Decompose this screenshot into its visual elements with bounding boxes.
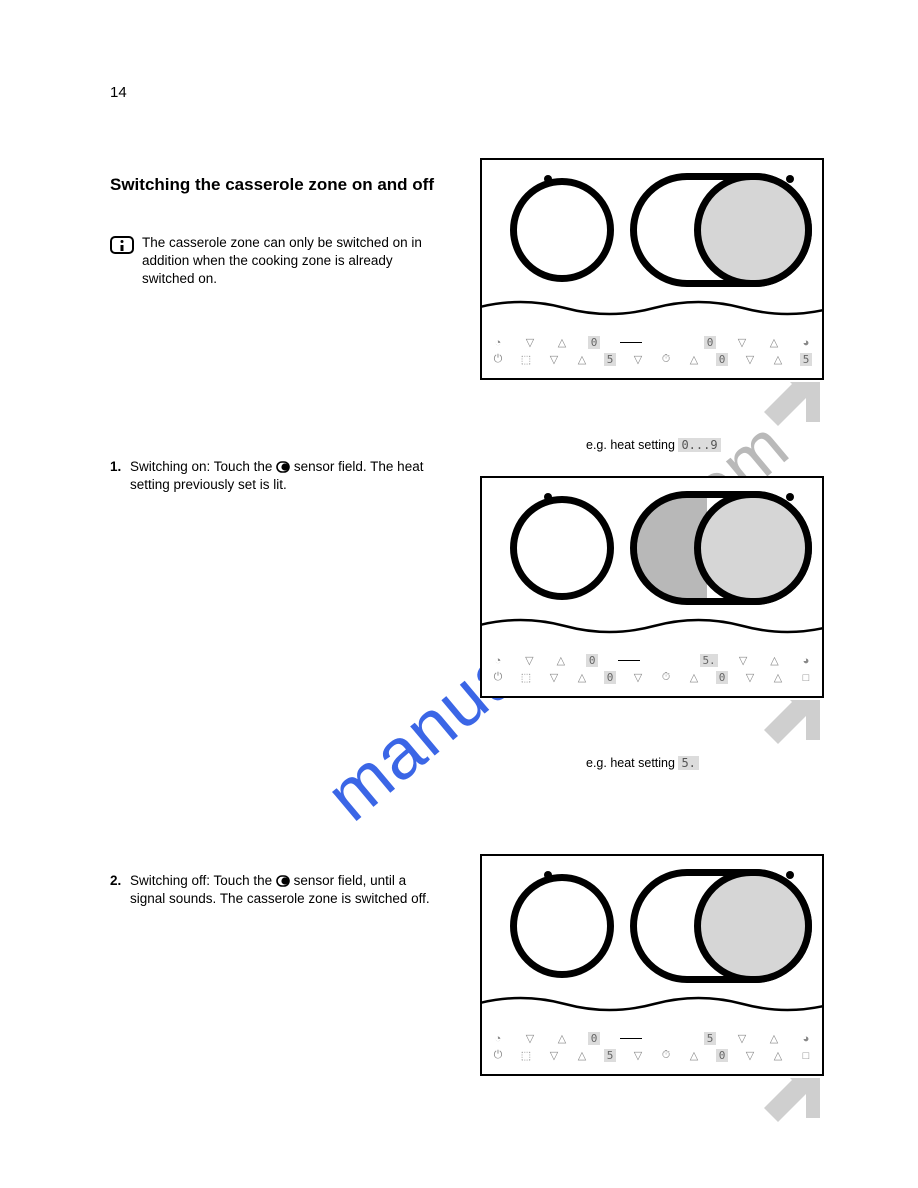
figure-2: ◔▽△0 5.▽△◕ ⏻⬚▽△0 ▽⏱△0 ▽△□ e.g. heat sett…: [480, 476, 850, 768]
panel-row-bottom: ⏻⬚▽△5 ▽⏱△0 ▽△5: [492, 353, 812, 366]
step2-number: 2.: [110, 872, 124, 908]
figure-1: ◔▽△0 0▽△◕ ⏻⬚▽△5 ▽⏱△0 ▽△5 e.g. heat setti…: [480, 158, 850, 450]
info-text: The casserole zone can only be switched …: [142, 234, 440, 289]
panel-row-top: ◔▽△0 5.▽△◕: [492, 654, 812, 667]
step1-before: Switching on: Touch the: [130, 459, 276, 474]
control-panel-3: ◔▽△0 5▽△◕ ⏻⬚▽△5 ▽⏱△0 ▽△□: [480, 1020, 824, 1076]
step1-number: 1.: [110, 458, 124, 494]
indicator-dot: [786, 493, 794, 501]
casserole-right: [694, 173, 812, 287]
hob-diagram-2: [480, 476, 824, 644]
panel-row-bottom: ⏻⬚▽△5 ▽⏱△0 ▽△□: [492, 1049, 812, 1062]
wavy-edge: [480, 990, 824, 1022]
page-number: 14: [110, 84, 127, 101]
small-zone: [510, 178, 614, 282]
casserole-zone: [630, 869, 812, 983]
casserole-zone: [630, 491, 812, 605]
step2-before: Switching off: Touch the: [130, 873, 276, 888]
cap1-prefix: e.g. heat setting: [586, 438, 678, 452]
info-icon: [110, 236, 134, 254]
step2-text: Switching off: Touch the sensor field, u…: [130, 872, 440, 908]
arrow-3: [480, 1076, 824, 1146]
small-zone: [510, 874, 614, 978]
casserole-right: [694, 491, 812, 605]
caption-1: e.g. heat setting 0...9: [586, 438, 721, 452]
page-root: 14 manualshive.com Switching the cassero…: [0, 0, 918, 1188]
hob-diagram-3: [480, 854, 824, 1022]
info-block: The casserole zone can only be switched …: [110, 234, 440, 289]
step1-text: Switching on: Touch the sensor field. Th…: [130, 458, 440, 494]
panel-row-top: ◔▽△0 5▽△◕: [492, 1032, 812, 1045]
wavy-edge: [480, 294, 824, 326]
casserole-right: [694, 869, 812, 983]
indicator-dot: [786, 871, 794, 879]
cap2-digit: 5.: [678, 756, 698, 770]
panel-row-bottom: ⏻⬚▽△0 ▽⏱△0 ▽△□: [492, 671, 812, 684]
casserole-zone: [630, 173, 812, 287]
figure-3: ◔▽△0 5▽△◕ ⏻⬚▽△5 ▽⏱△0 ▽△□: [480, 854, 850, 1146]
control-panel-2: ◔▽△0 5.▽△◕ ⏻⬚▽△0 ▽⏱△0 ▽△□: [480, 642, 824, 698]
cap2-prefix: e.g. heat setting: [586, 756, 678, 770]
step-1: 1. Switching on: Touch the sensor field.…: [110, 458, 440, 494]
casserole-icon: [276, 461, 290, 473]
wavy-edge: [480, 612, 824, 644]
caption-2: e.g. heat setting 5.: [586, 756, 699, 770]
panel-row-top: ◔▽△0 0▽△◕: [492, 336, 812, 349]
hob-diagram-1: [480, 158, 824, 326]
casserole-icon: [276, 875, 290, 887]
cap1-digit: 0...9: [678, 438, 720, 452]
small-zone: [510, 496, 614, 600]
control-panel-1: ◔▽△0 0▽△◕ ⏻⬚▽△5 ▽⏱△0 ▽△5: [480, 324, 824, 380]
section-heading-block: Switching the casserole zone on and off: [110, 174, 440, 205]
section-heading: Switching the casserole zone on and off: [110, 174, 440, 197]
step-2: 2. Switching off: Touch the sensor field…: [110, 872, 440, 908]
indicator-dot: [786, 175, 794, 183]
